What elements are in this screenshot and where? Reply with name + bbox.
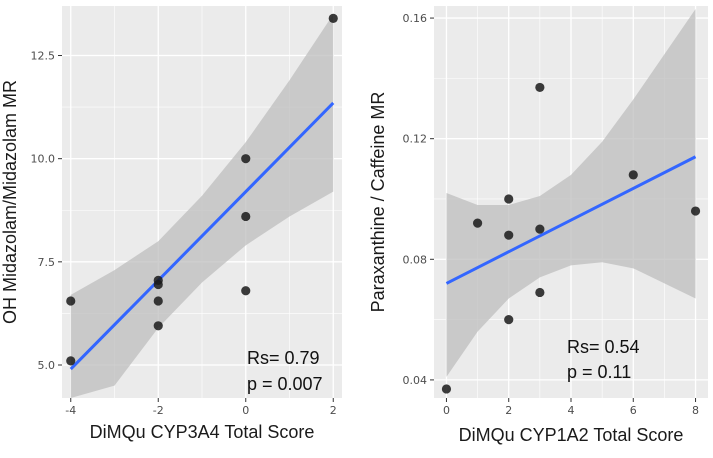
data-point <box>472 218 483 228</box>
y-tick-label: 10.0 <box>31 153 56 166</box>
rs-value: Rs= 0.54 <box>567 337 640 357</box>
regression-line <box>69 101 335 371</box>
y-tick-label: 0.04 <box>403 374 428 387</box>
data-point <box>153 321 163 331</box>
data-point <box>153 279 163 290</box>
y-axis-ticks: 5.0 7.5 10.0 12.5 <box>31 50 62 372</box>
x-axis-ticks: -4 -2 0 2 <box>65 398 337 417</box>
data-point <box>690 206 701 216</box>
x-tick-label: 4 <box>568 404 575 417</box>
regression-line <box>445 155 697 285</box>
data-point <box>66 296 76 306</box>
y-axis-ticks: 0.04 0.08 0.12 0.16 <box>403 12 434 387</box>
data-point <box>504 230 514 240</box>
y-axis-title: Paraxanthine / Caffeine MR <box>368 92 388 313</box>
y-tick-label: 0.08 <box>403 253 428 266</box>
y-tick-label: 0.12 <box>403 133 428 146</box>
x-tick-label: 0 <box>443 404 450 417</box>
data-point <box>241 286 251 296</box>
chart-cyp3a4: 5.0 7.5 10.0 12.5 -4 -2 0 2 DiMQu CYP3A4 Total… <box>0 6 342 442</box>
p-value: p = 0.11 <box>567 362 631 382</box>
y-tick-label: 0.16 <box>403 12 428 25</box>
chart-cyp1a2: 0.04 0.08 0.12 0.16 0 2 4 6 8 DiMQu CYP1A2 Tota… <box>368 6 708 445</box>
data-point <box>504 315 514 325</box>
y-axis-title: OH Midazolam/Midazolam MR <box>0 80 20 324</box>
x-tick-label: 2 <box>505 404 512 417</box>
y-tick-label: 7.5 <box>38 256 56 269</box>
data-point <box>628 170 638 180</box>
x-tick-label: 0 <box>242 404 249 417</box>
data-point <box>504 194 514 204</box>
x-axis-ticks: 0 2 4 6 8 <box>443 398 699 417</box>
data-point <box>241 154 251 164</box>
x-tick-label: -4 <box>65 404 76 417</box>
data-point <box>66 356 76 366</box>
data-point <box>328 13 338 23</box>
data-points <box>66 13 338 366</box>
confidence-band <box>446 9 696 377</box>
data-point <box>241 211 251 222</box>
data-point <box>535 224 545 234</box>
data-point <box>441 384 452 394</box>
data-point <box>153 296 163 306</box>
x-tick-label: -2 <box>153 404 164 417</box>
p-value: p = 0.007 <box>247 374 323 394</box>
rs-value: Rs= 0.79 <box>247 348 320 368</box>
data-points <box>441 82 701 394</box>
y-tick-label: 12.5 <box>31 50 56 63</box>
x-axis-title: DiMQu CYP3A4 Total Score <box>90 422 315 442</box>
y-tick-label: 5.0 <box>38 359 56 372</box>
x-axis-title: DiMQu CYP1A2 Total Score <box>459 425 684 445</box>
x-tick-label: 2 <box>330 404 337 417</box>
data-point <box>535 82 545 93</box>
x-tick-label: 8 <box>692 404 699 417</box>
x-tick-label: 6 <box>630 404 637 417</box>
data-point <box>535 287 545 298</box>
